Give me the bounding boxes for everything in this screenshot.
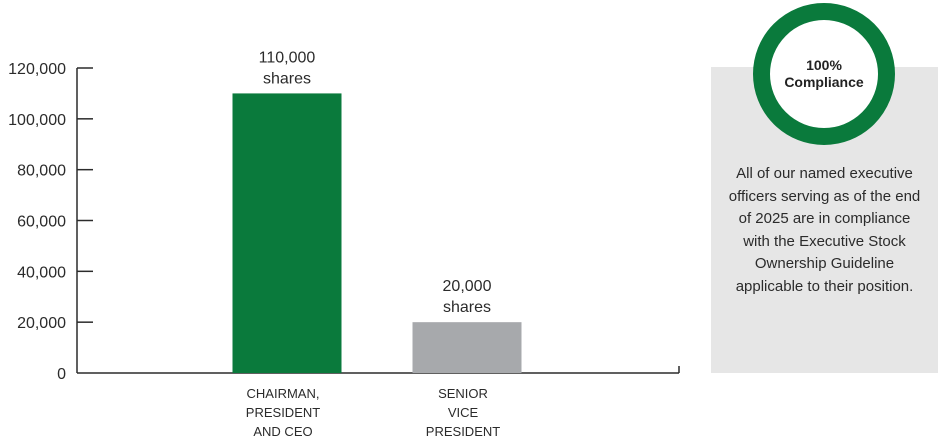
y-tick-label: 40,000 (17, 264, 66, 281)
category-label-2: VICE (448, 405, 479, 420)
category-label-1: AND CEO (253, 424, 312, 439)
bar-1 (232, 93, 342, 374)
category-labels: CHAIRMAN, PRESIDENT AND CEO SENIOR VICE PRESI… (246, 386, 500, 439)
category-label-2: SENIOR (438, 386, 488, 401)
y-axis-ticks: 0 20,000 40,000 60,000 80,000 100,000 120,000 (8, 61, 93, 383)
compliance-description: All of our named executive officers serv… (728, 165, 921, 295)
category-label-1: PRESIDENT (246, 405, 320, 420)
bar-2 (412, 322, 522, 373)
data-label-bar-1: 110,000 (259, 49, 316, 66)
compliance-badge-text: 100% Compliance (774, 57, 874, 91)
y-tick-label: 120,000 (8, 61, 66, 78)
y-tick-label: 20,000 (17, 315, 66, 332)
compliance-badge: 100% Compliance (753, 3, 895, 145)
y-tick-label: 0 (57, 366, 66, 383)
chart-axes (76, 68, 680, 374)
data-label-bar-2: 20,000 (443, 278, 492, 295)
y-tick-label: 80,000 (17, 163, 66, 180)
category-label-2: PRESIDENT (426, 424, 500, 439)
y-tick-label: 60,000 (17, 214, 66, 231)
compliance-badge-percent: 100% (806, 57, 842, 73)
data-label-bar-1: shares (263, 70, 311, 87)
y-tick-label: 100,000 (8, 112, 66, 129)
data-labels: 110,000 shares 20,000 shares (259, 49, 492, 316)
category-label-1: CHAIRMAN, (247, 386, 320, 401)
chart-bars (232, 93, 522, 374)
bar-chart: 020,00040,00060,00080,000100,000120,000 … (8, 49, 680, 439)
data-label-bar-2: shares (443, 299, 491, 316)
compliance-badge-label: Compliance (784, 74, 864, 90)
